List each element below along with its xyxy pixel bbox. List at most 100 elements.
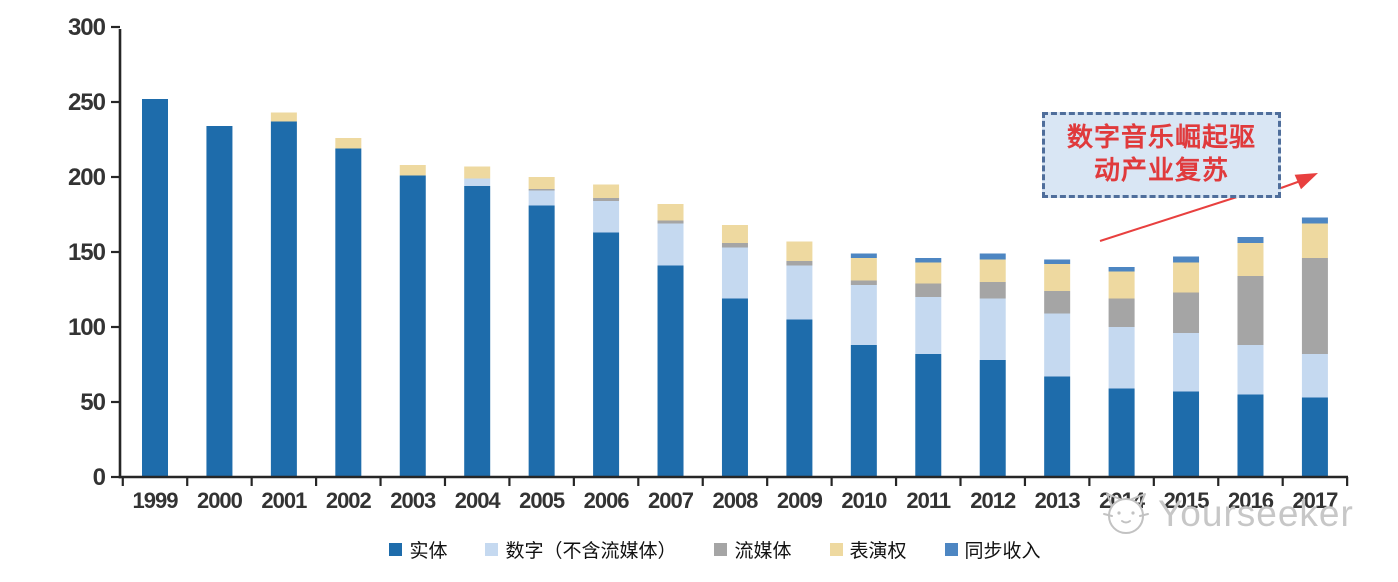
bar-2013-physical xyxy=(1044,376,1071,477)
legend-label-streaming: 流媒体 xyxy=(734,540,792,562)
legend-swatch-digital xyxy=(485,543,499,556)
x-axis-label-2012: 2012 xyxy=(970,488,1016,513)
bar-2013-sync xyxy=(1044,259,1071,264)
annotation-text-line1: 数字音乐崛起驱 xyxy=(1066,123,1256,153)
bar-2000-physical xyxy=(206,126,233,477)
bar-1999-physical xyxy=(142,99,168,477)
bar-2014-digital xyxy=(1108,327,1135,389)
bars-layer xyxy=(142,99,1328,477)
x-axis-label-2001: 2001 xyxy=(261,488,307,513)
bar-2016-sync xyxy=(1237,237,1264,243)
bar-2002-performance xyxy=(335,138,362,149)
bar-2012-physical xyxy=(979,360,1006,477)
bar-2002-physical xyxy=(335,148,362,477)
x-axis-label-2008: 2008 xyxy=(712,488,758,513)
bar-2007-streaming xyxy=(657,220,684,224)
x-axis-label-2014: 2014 xyxy=(1099,488,1146,513)
bar-2014-streaming xyxy=(1108,298,1135,327)
bar-2016-physical xyxy=(1237,394,1264,477)
bar-2011-sync xyxy=(915,258,942,263)
bar-2008-streaming xyxy=(721,243,748,248)
bar-2005-digital xyxy=(528,190,555,206)
bar-2008-digital xyxy=(721,247,748,299)
bar-2006-streaming xyxy=(593,198,620,201)
bar-2016-performance xyxy=(1237,243,1264,276)
bar-2012-streaming xyxy=(979,282,1006,299)
bar-2010-sync xyxy=(850,253,877,258)
bar-2012-performance xyxy=(979,259,1006,282)
legend-item-sync: 同步收入 xyxy=(944,536,1041,563)
x-axis-label-2017: 2017 xyxy=(1292,488,1338,513)
chart-legend: 实体 数字（不含流媒体） 流媒体 表演权 同步收入 xyxy=(16,536,1398,563)
y-axis-label-300: 300 xyxy=(68,14,106,41)
bar-2011-streaming xyxy=(915,283,942,297)
legend-swatch-streaming xyxy=(714,543,728,556)
y-axis-label-200: 200 xyxy=(68,164,106,191)
bar-2004-physical xyxy=(464,186,491,477)
bar-2009-performance xyxy=(786,241,813,261)
bar-2012-sync xyxy=(979,253,1006,260)
legend-item-streaming: 流媒体 xyxy=(714,536,792,563)
x-axis-label-2005: 2005 xyxy=(519,488,565,513)
legend-item-performance: 表演权 xyxy=(829,536,907,563)
bar-2007-physical xyxy=(657,265,684,477)
axes-layer xyxy=(111,25,1349,486)
bar-2017-streaming xyxy=(1301,258,1328,354)
bar-2011-performance xyxy=(915,262,942,284)
y-axis-label-100: 100 xyxy=(68,314,106,341)
bar-2007-performance xyxy=(657,204,684,221)
annotation-arrow xyxy=(1099,173,1318,242)
y-axis-label-250: 250 xyxy=(68,89,106,116)
bar-2001-physical xyxy=(270,121,297,477)
annotation-callout: 数字音乐崛起驱 动产业复苏 xyxy=(1042,112,1281,198)
bar-2011-digital xyxy=(915,297,942,354)
bar-2017-digital xyxy=(1301,354,1328,398)
annotation-leader-line xyxy=(1099,195,1241,242)
bar-2009-streaming xyxy=(786,261,813,266)
bar-2009-physical xyxy=(786,319,813,477)
bar-2004-digital xyxy=(464,178,491,186)
bar-2015-sync xyxy=(1173,256,1200,263)
x-axis-label-2011: 2011 xyxy=(906,488,950,513)
bar-2016-streaming xyxy=(1237,276,1264,345)
axis-labels-layer: 0 50 100 150 200 250 300 1999 2000 2001 2002 2003 20… xyxy=(68,14,1339,513)
bar-2014-physical xyxy=(1108,388,1135,477)
bar-2013-streaming xyxy=(1044,291,1071,314)
bar-2004-performance xyxy=(464,166,491,179)
x-axis-label-2004: 2004 xyxy=(455,488,502,513)
bar-2017-sync xyxy=(1301,217,1328,224)
bar-2005-physical xyxy=(528,205,555,477)
bar-2008-physical xyxy=(721,298,748,477)
bar-2003-performance xyxy=(399,165,426,176)
y-axis-label-150: 150 xyxy=(68,239,106,266)
bar-2015-physical xyxy=(1173,391,1200,477)
bar-2015-digital xyxy=(1173,333,1200,392)
bar-2007-digital xyxy=(657,223,684,266)
x-axis-label-2007: 2007 xyxy=(648,488,694,513)
bar-2013-performance xyxy=(1044,264,1071,291)
bar-2012-digital xyxy=(979,298,1006,360)
legend-swatch-performance xyxy=(829,543,843,556)
bar-2017-physical xyxy=(1301,397,1328,477)
x-axis-label-2009: 2009 xyxy=(777,488,823,513)
y-axis-label-0: 0 xyxy=(93,464,106,491)
legend-label-physical: 实体 xyxy=(409,540,448,562)
bar-2001-performance xyxy=(270,112,297,122)
legend-swatch-physical xyxy=(389,543,403,556)
legend-label-digital: 数字（不含流媒体） xyxy=(505,540,677,562)
legend-swatch-sync xyxy=(944,543,958,556)
bar-2010-streaming xyxy=(850,280,877,285)
bar-2010-physical xyxy=(850,345,877,477)
x-axis-label-2006: 2006 xyxy=(584,488,630,513)
x-axis-label-2016: 2016 xyxy=(1228,488,1274,513)
bar-2006-performance xyxy=(593,184,620,198)
legend-item-digital: 数字（不含流媒体） xyxy=(485,536,676,563)
bar-2013-digital xyxy=(1044,313,1071,377)
annotation-text-line2: 动产业复苏 xyxy=(1093,156,1229,186)
bar-2006-digital xyxy=(593,201,620,233)
bar-2017-performance xyxy=(1301,223,1328,258)
x-axis-label-2010: 2010 xyxy=(841,488,887,513)
annotation-arrow-head xyxy=(1294,173,1318,190)
bar-2009-digital xyxy=(786,265,813,320)
